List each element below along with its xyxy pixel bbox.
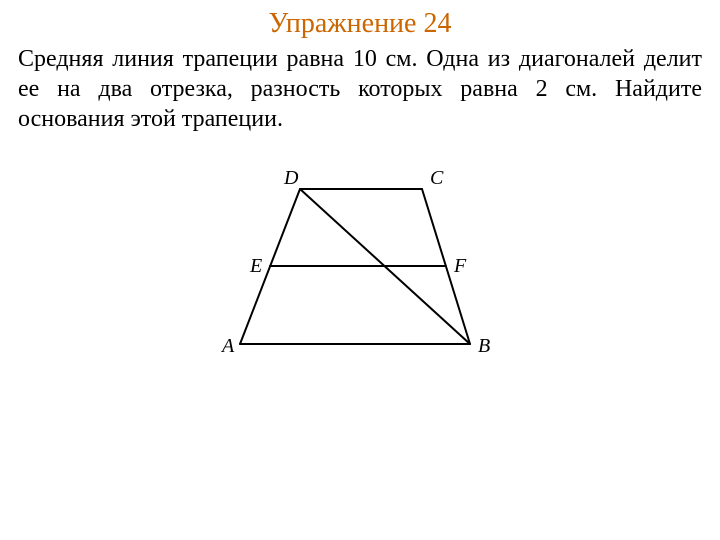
trapezoid-figure: A B C D E F [200, 154, 520, 374]
vertex-label-E: E [249, 255, 262, 277]
figure-container: A B C D E F [18, 154, 702, 374]
vertex-label-C: C [430, 167, 444, 189]
vertex-label-A: A [220, 335, 235, 357]
vertex-label-B: B [478, 335, 490, 357]
vertex-label-F: F [453, 255, 467, 277]
vertex-label-D: D [283, 167, 299, 189]
problem-text: Средняя линия трапеции равна 10 см. Одна… [18, 44, 702, 134]
exercise-title: Упражнение 24 [18, 8, 702, 40]
